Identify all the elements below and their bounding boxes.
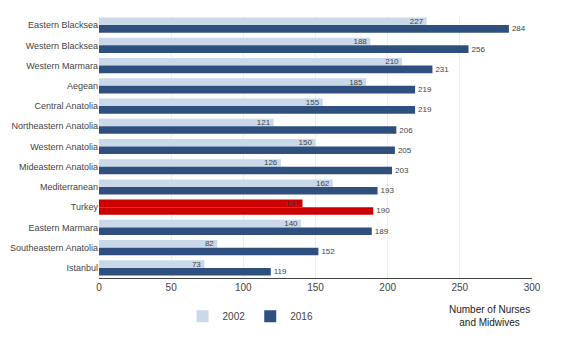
svg-text:185: 185	[349, 78, 363, 87]
svg-text:Western Blacksea: Western Blacksea	[26, 41, 98, 51]
svg-text:155: 155	[306, 98, 320, 107]
svg-text:190: 190	[376, 206, 390, 215]
svg-text:200: 200	[379, 282, 396, 293]
svg-text:126: 126	[264, 158, 278, 167]
svg-text:121: 121	[257, 118, 271, 127]
svg-text:Aegean: Aegean	[67, 81, 98, 91]
svg-text:141: 141	[286, 199, 300, 208]
svg-text:2016: 2016	[290, 311, 313, 322]
svg-text:Eastern Blacksea: Eastern Blacksea	[28, 20, 98, 30]
svg-text:150: 150	[299, 138, 313, 147]
svg-text:250: 250	[451, 282, 468, 293]
svg-text:210: 210	[385, 57, 399, 66]
svg-text:Southeastern Anatolia: Southeastern Anatolia	[10, 243, 98, 253]
svg-text:140: 140	[284, 219, 298, 228]
svg-text:Mediterranean: Mediterranean	[40, 182, 98, 192]
svg-text:150: 150	[307, 282, 324, 293]
svg-text:Number of Nursesand Midwives: Number of Nursesand Midwives	[449, 304, 530, 328]
svg-text:203: 203	[395, 166, 409, 175]
svg-text:Mideastern Anatolia: Mideastern Anatolia	[19, 162, 98, 172]
svg-text:162: 162	[316, 179, 330, 188]
svg-text:Central Anatolia: Central Anatolia	[34, 101, 98, 111]
svg-text:82: 82	[205, 239, 214, 248]
svg-text:119: 119	[274, 267, 287, 276]
svg-text:2002: 2002	[223, 311, 246, 322]
svg-text:227: 227	[410, 17, 424, 26]
svg-text:Western Marmara: Western Marmara	[26, 61, 98, 71]
svg-text:189: 189	[375, 227, 389, 236]
svg-text:193: 193	[381, 186, 395, 195]
svg-text:284: 284	[512, 24, 526, 33]
svg-text:73: 73	[192, 260, 201, 269]
svg-text:0: 0	[96, 282, 102, 293]
svg-text:205: 205	[398, 146, 412, 155]
svg-text:Istanbul: Istanbul	[66, 263, 98, 273]
svg-text:Turkey: Turkey	[71, 202, 99, 212]
svg-text:188: 188	[353, 37, 367, 46]
svg-text:231: 231	[435, 65, 449, 74]
svg-text:Northeastern Anatolia: Northeastern Anatolia	[11, 121, 98, 131]
svg-text:152: 152	[321, 247, 335, 256]
svg-text:219: 219	[418, 105, 432, 114]
svg-text:300: 300	[524, 282, 541, 293]
svg-text:Western Anatolia: Western Anatolia	[30, 142, 98, 152]
svg-text:206: 206	[399, 126, 413, 135]
svg-text:219: 219	[418, 85, 432, 94]
svg-text:256: 256	[471, 45, 485, 54]
svg-text:50: 50	[166, 282, 178, 293]
svg-text:100: 100	[235, 282, 252, 293]
svg-text:Eastern Marmara: Eastern Marmara	[28, 223, 98, 233]
